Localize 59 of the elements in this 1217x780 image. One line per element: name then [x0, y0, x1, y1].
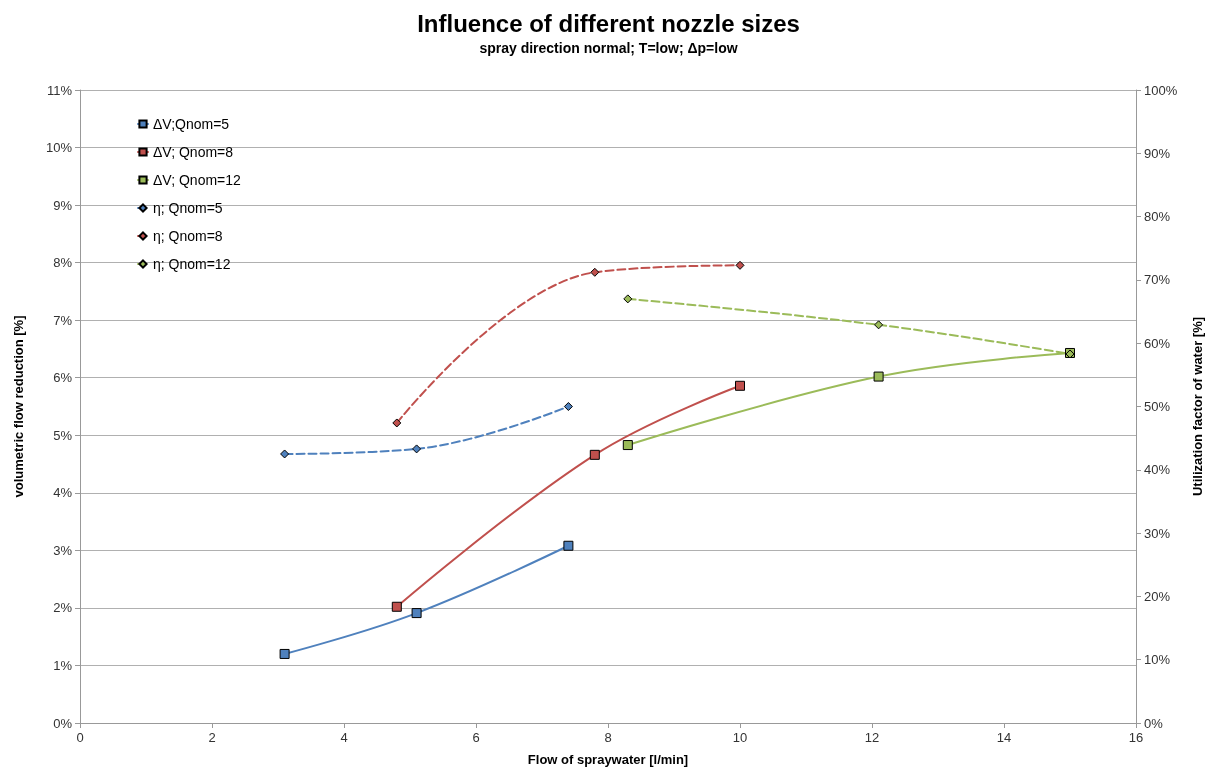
x-tick-label: 8: [604, 730, 612, 745]
y-tick-label: 1%: [53, 657, 73, 673]
y-axis-title: volumetric flow reduction [%]: [11, 315, 26, 498]
legend-label: ΔV; Qnom=8: [153, 144, 234, 160]
y-tick-label: 11%: [46, 82, 73, 98]
y-tick-label: 8%: [53, 255, 73, 271]
x-tick-label: 6: [472, 730, 480, 745]
point: [563, 540, 574, 551]
point: [563, 402, 573, 411]
point: [874, 320, 884, 330]
y-tick-label: 10%: [45, 140, 73, 156]
x-tick-label: 4: [340, 730, 348, 745]
point: [392, 418, 402, 428]
x-tick-label: 2: [208, 730, 216, 745]
point: [412, 444, 422, 454]
y2-tick-label: 60%: [1144, 335, 1171, 351]
y-tick-label: 0%: [53, 715, 73, 731]
point: [280, 449, 290, 459]
point: [622, 440, 633, 451]
y2-tick-label: 10%: [1144, 652, 1171, 668]
x-tick-label: 14: [996, 730, 1012, 745]
point: [873, 371, 884, 382]
point: [589, 449, 600, 460]
y2-tick-label: 80%: [1144, 209, 1171, 225]
y2-tick-label: 100%: [1144, 82, 1178, 98]
y2-tick-label: 70%: [1144, 272, 1171, 288]
y2-tick-label: 40%: [1144, 462, 1171, 478]
legend-label: η; Qnom=8: [153, 228, 223, 244]
point: [735, 260, 745, 270]
y-tick-label: 3%: [53, 542, 73, 558]
y-tick-label: 6%: [53, 370, 73, 386]
point: [391, 601, 402, 612]
y-tick-label: 5%: [53, 427, 73, 443]
y2-tick-label: 0%: [1144, 715, 1164, 731]
y-tick-label: 7%: [53, 312, 73, 328]
legend-label: ΔV; Qnom=12: [153, 172, 242, 188]
x-tick-label: 16: [1128, 730, 1144, 745]
y-tick-label: 9%: [53, 197, 73, 213]
legend-label: ΔV;Qnom=5: [153, 116, 230, 132]
point: [411, 608, 422, 619]
point: [279, 648, 290, 659]
x-tick-label: 10: [732, 730, 748, 745]
y-tick-label: 2%: [53, 600, 73, 616]
x-tick-label: 0: [76, 730, 84, 745]
legend-label: η; Qnom=12: [153, 256, 231, 272]
point: [590, 267, 600, 277]
chart-title: Influence of different nozzle sizes: [417, 9, 800, 37]
y2-axis-title: Utilization factor of water [%]: [1190, 316, 1205, 497]
y2-tick-label: 90%: [1144, 145, 1171, 161]
y2-tick-label: 30%: [1144, 525, 1171, 541]
legend-label: η; Qnom=5: [153, 200, 223, 216]
x-axis-title: Flow of spraywater [l/min]: [527, 752, 689, 767]
y2-tick-label: 50%: [1144, 399, 1171, 414]
y2-tick-label: 20%: [1144, 588, 1171, 604]
x-tick-label: 12: [864, 730, 880, 745]
y-tick-label: 4%: [53, 485, 73, 501]
chart-subtitle: spray direction normal; T=low; Δp=low: [479, 40, 738, 56]
point: [623, 294, 633, 304]
point: [735, 380, 745, 391]
